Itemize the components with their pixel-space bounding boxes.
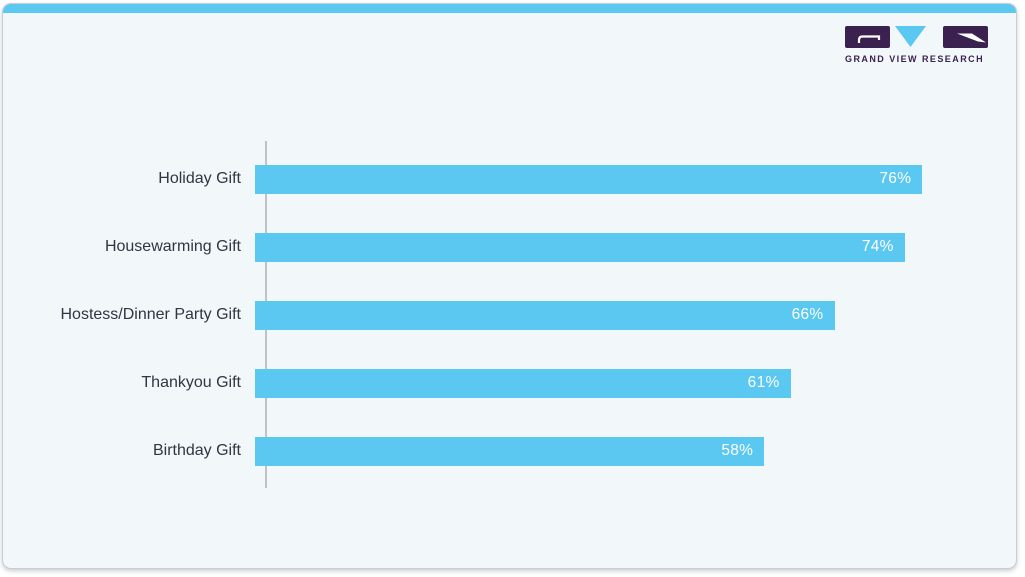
bar: 66% (255, 300, 835, 330)
value-label: 74% (861, 238, 894, 255)
value-label: 61% (747, 374, 780, 391)
bar: 76% (255, 164, 923, 194)
bar-row: Housewarming Gift 74% (3, 213, 975, 281)
bar-zone: 74% (253, 232, 975, 262)
bar-row: Thankyou Gift 61% (3, 349, 975, 417)
bar-chart: Holiday Gift 76% Housewarming Gift 74% H… (3, 141, 1016, 501)
gvr-logo: GRAND VIEW RESEARCH (845, 26, 988, 64)
bar-row: Holiday Gift 76% (3, 145, 975, 213)
bar-rows: Holiday Gift 76% Housewarming Gift 74% H… (3, 145, 975, 485)
value-label: 76% (879, 170, 912, 187)
bar-zone: 66% (253, 300, 975, 330)
category-label: Birthday Gift (152, 442, 241, 459)
bar: 74% (255, 232, 905, 262)
logo-r-stroke (957, 33, 986, 43)
logo-v-triangle (895, 26, 926, 47)
bar: 58% (255, 436, 765, 466)
bar-zone: 61% (253, 368, 975, 398)
top-accent-strip (3, 4, 1016, 13)
category-label: Hostess/Dinner Party Gift (60, 306, 242, 323)
logo-g-stroke (857, 35, 881, 43)
category-label: Holiday Gift (158, 170, 241, 187)
gvr-logo-icon (845, 26, 988, 48)
bar-row: Hostess/Dinner Party Gift 66% (3, 281, 975, 349)
category-label: Thankyou Gift (141, 374, 241, 391)
value-label: 66% (791, 306, 824, 323)
chart-card: GRAND VIEW RESEARCH Holiday Gift 76% Hou… (2, 3, 1017, 569)
logo-r-block (943, 26, 988, 48)
value-label: 58% (721, 442, 754, 459)
gvr-logo-text: GRAND VIEW RESEARCH (845, 54, 985, 64)
bar-row: Birthday Gift 58% (3, 417, 975, 485)
category-label: Housewarming Gift (104, 238, 241, 255)
bar-zone: 76% (253, 164, 975, 194)
bar-zone: 58% (253, 436, 975, 466)
bar: 61% (255, 368, 791, 398)
